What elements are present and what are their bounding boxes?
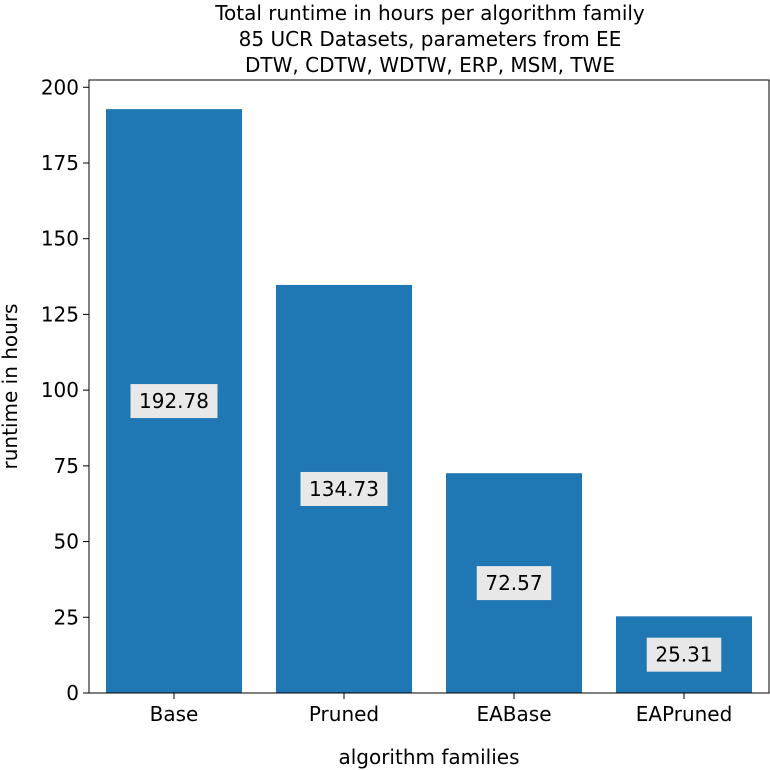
data-label: 134.73 [309, 477, 379, 501]
x-tick-label: Pruned [309, 702, 379, 726]
y-tick-label: 25 [54, 605, 79, 629]
y-tick-label: 175 [41, 151, 79, 175]
y-axis-title: runtime in hours [0, 304, 22, 470]
data-label-box [300, 471, 388, 506]
chart-title: Total runtime in hours per algorithm fam… [90, 0, 770, 78]
y-axis-ticks: 0 25 50 75 100 125 150 175 200 [41, 75, 89, 705]
data-label: 72.57 [485, 571, 542, 595]
data-label: 192.78 [139, 389, 209, 413]
y-tick-label: 100 [41, 378, 79, 402]
data-label: 25.31 [655, 643, 712, 667]
chart-title-line-3: DTW, CDTW, WDTW, ERP, MSM, TWE [245, 53, 615, 77]
data-labels-layer: 192.78 134.73 72.57 25.31 [130, 384, 722, 672]
chart-title-line-2: 85 UCR Datasets, parameters from EE [238, 27, 622, 51]
x-tick-label: EAPruned [636, 702, 733, 726]
x-axis-title: algorithm families [338, 745, 519, 769]
y-tick-label: 75 [54, 454, 79, 478]
x-tick-label: Base [150, 702, 199, 726]
chart-title-line-1: Total runtime in hours per algorithm fam… [215, 1, 645, 25]
y-tick-label: 200 [41, 75, 79, 99]
y-tick-label: 50 [54, 530, 79, 554]
data-label-box [646, 637, 722, 672]
data-label-box [130, 384, 218, 419]
x-axis-ticks: Base Pruned EABase EAPruned [150, 693, 733, 726]
y-tick-label: 0 [66, 681, 79, 705]
plot-frame [88, 79, 770, 694]
x-tick-label: EABase [476, 702, 551, 726]
data-label-box [476, 566, 552, 601]
y-tick-label: 125 [41, 302, 79, 326]
y-tick-label: 150 [41, 227, 79, 251]
